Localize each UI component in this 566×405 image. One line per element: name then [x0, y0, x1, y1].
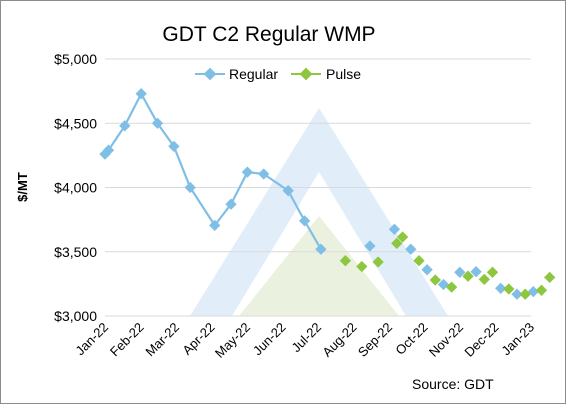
data-point-regular — [470, 266, 482, 278]
x-tick-label: Apr-22 — [179, 320, 217, 358]
data-point-regular — [495, 282, 507, 295]
data-point-pulse — [339, 255, 352, 267]
legend: Regular Pulse — [195, 66, 361, 82]
x-tick-label: Jun-22 — [250, 320, 289, 359]
data-point-pulse — [503, 283, 515, 295]
data-point-pulse — [396, 231, 409, 243]
data-point-pulse — [478, 273, 490, 286]
x-tick-label: May-22 — [212, 320, 253, 361]
data-point-pulse — [413, 255, 425, 267]
x-tick-label: Aug-22 — [319, 320, 359, 360]
x-tick-label: Feb-22 — [107, 320, 147, 360]
series-pulse — [339, 231, 556, 300]
data-point-regular — [184, 181, 196, 194]
data-point-regular — [225, 198, 237, 210]
data-point-pulse — [372, 256, 384, 268]
background-triangle-logo — [190, 108, 448, 316]
x-tick-label: Jan-23 — [498, 320, 537, 359]
x-tick-label: Dec-22 — [461, 320, 501, 360]
y-tick-label: $3,500 — [54, 244, 97, 260]
data-point-pulse — [486, 266, 499, 278]
data-point-regular — [168, 140, 180, 153]
data-point-pulse — [429, 274, 441, 286]
x-tick-label: Mar-22 — [142, 320, 182, 360]
data-point-pulse — [535, 284, 548, 296]
data-point-regular — [135, 88, 147, 100]
legend-pulse-label: Pulse — [326, 66, 361, 82]
data-point-regular — [388, 223, 401, 235]
data-point-regular — [364, 240, 376, 252]
y-tick-label: $5,000 — [54, 51, 97, 67]
chart-title: GDT C2 Regular WMP — [162, 23, 375, 46]
source-note: Source: GDT — [412, 376, 494, 392]
x-tick-label: Oct-22 — [392, 320, 430, 358]
data-point-pulse — [462, 270, 474, 282]
data-point-regular — [241, 166, 254, 178]
watermark-inner-triangle — [239, 216, 399, 316]
data-point-regular — [405, 243, 417, 255]
data-point-pulse — [356, 260, 368, 273]
data-point-regular — [511, 288, 523, 300]
data-point-pulse — [519, 288, 531, 300]
y-tick-label: $4,500 — [54, 115, 97, 131]
data-point-pulse — [445, 281, 458, 293]
data-point-regular — [258, 168, 270, 180]
watermark-outer-triangle — [190, 108, 448, 316]
y-axis-label: $/MT — [15, 172, 30, 202]
x-tick-label: Sep-22 — [355, 320, 395, 360]
x-tick-label: Nov-22 — [426, 320, 466, 360]
y-tick-label: $3,000 — [54, 308, 97, 324]
data-point-regular — [421, 264, 433, 276]
data-point-regular — [282, 185, 294, 197]
legend-regular-marker — [203, 67, 217, 81]
data-point-pulse — [544, 271, 556, 284]
legend-pulse-marker — [299, 67, 313, 81]
y-tick-label: $4,000 — [54, 180, 97, 196]
data-point-regular — [454, 266, 466, 278]
data-point-regular — [298, 215, 311, 227]
data-point-regular — [315, 243, 327, 255]
data-point-regular — [209, 219, 221, 232]
legend-regular-label: Regular — [229, 66, 278, 82]
series-line-regular — [104, 91, 322, 250]
x-tick-label: Jan-22 — [72, 320, 111, 359]
y-axis-ticks: $3,000 $3,500 $4,000 $4,500 $5,000 — [54, 51, 97, 324]
data-point-pulse — [391, 237, 403, 250]
